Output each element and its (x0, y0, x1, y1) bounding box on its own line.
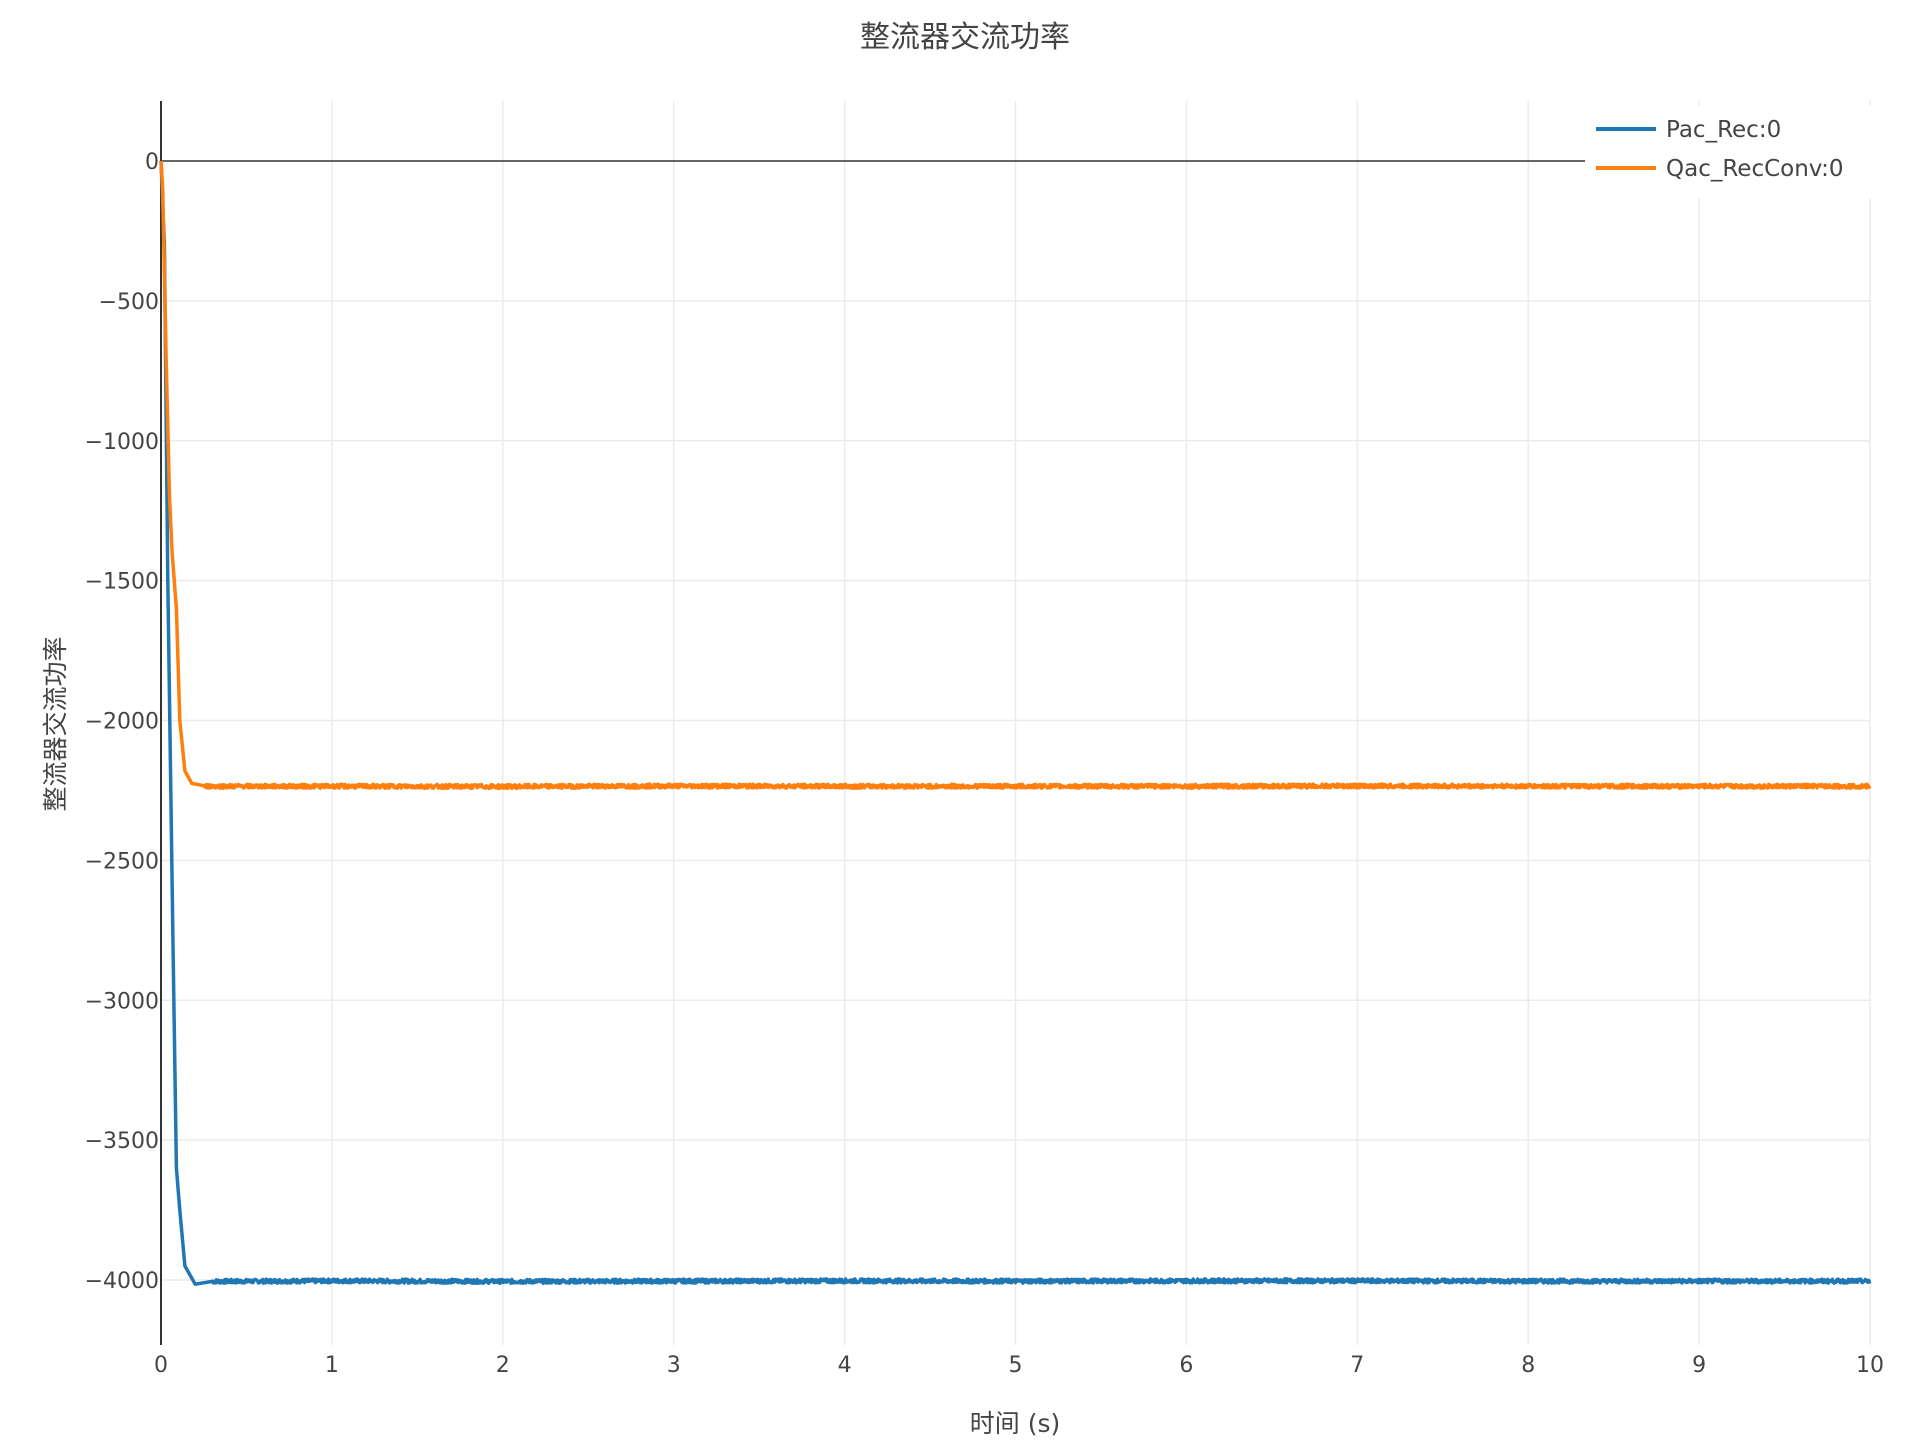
x-tick-label: 1 (325, 1353, 339, 1378)
y-tick-label: −4000 (85, 1269, 159, 1294)
legend-label-0: Pac_Rec:0 (1666, 117, 1781, 143)
y-tick-label: −3000 (85, 989, 159, 1014)
x-tick-label: 8 (1521, 1353, 1535, 1378)
x-tick-label: 3 (667, 1353, 681, 1378)
x-tick-label: 10 (1856, 1353, 1884, 1378)
y-tick-label: −500 (99, 290, 159, 315)
grid (161, 101, 1871, 1345)
x-tick-label: 5 (1009, 1353, 1023, 1378)
x-tick-label: 4 (838, 1353, 852, 1378)
x-tick-label: 6 (1179, 1353, 1193, 1378)
series-line-1 (159, 160, 1872, 791)
x-tick-label: 9 (1692, 1353, 1706, 1378)
x-tick-label: 0 (154, 1353, 168, 1378)
y-tick-label: −1500 (85, 570, 159, 595)
legend[interactable]: Pac_Rec:0 Qac_RecConv:0 (1585, 106, 1875, 198)
series-line-0 (159, 160, 1872, 1286)
y-tick-label: −2500 (85, 849, 159, 874)
y-tick-label: 0 (145, 150, 159, 175)
x-tick-label: 2 (496, 1353, 510, 1378)
chart-title: 整流器交流功率 (860, 20, 1070, 55)
x-tick-label: 7 (1350, 1353, 1364, 1378)
y-tick-label: −3500 (85, 1129, 159, 1154)
legend-label-1: Qac_RecConv:0 (1666, 156, 1844, 182)
x-axis-title: 时间 (s) (970, 1409, 1060, 1438)
y-axis-title: 整流器交流功率 (41, 636, 70, 811)
y-tick-label: −1000 (85, 430, 159, 455)
legend-background (1585, 106, 1875, 198)
ticks: 0 1 2 3 4 5 6 7 8 9 10 0 −500 −1000 −1500 −2000 −2500 −30… (85, 150, 1884, 1378)
series-group (159, 160, 1872, 1286)
y-tick-label: −2000 (85, 710, 159, 735)
